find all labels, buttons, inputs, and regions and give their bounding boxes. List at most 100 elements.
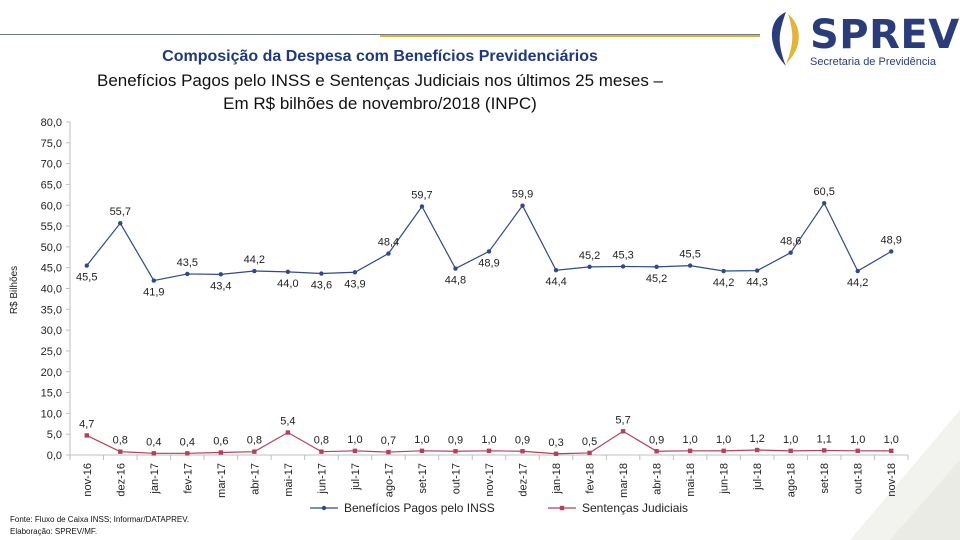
x-tick-label: mai-17 [283,463,295,497]
data-point [654,264,659,270]
y-tick-label: 65,0 [41,179,62,191]
data-point [118,220,123,226]
data-label: 41,9 [143,287,164,299]
data-point [520,203,525,208]
x-tick-label: jun-17 [316,463,328,495]
data-label: 48,4 [378,237,399,249]
data-label: 48,9 [478,257,499,269]
corner-decoration [850,410,960,540]
data-label: 43,9 [344,278,365,290]
legend-label: Benefícios Pagos pelo INSS [344,501,495,515]
data-label: 0,9 [649,434,664,446]
x-tick-label: abr-17 [249,463,261,495]
y-tick-label: 30,0 [41,325,62,337]
data-label: 43,5 [177,257,198,269]
x-tick-label: set-17 [417,463,429,494]
data-label: 44,2 [847,277,868,289]
data-label: 1,1 [817,433,832,445]
sprev-logo-icon [771,12,799,66]
data-point [352,448,358,454]
x-tick-label: nov-18 [886,463,898,497]
data-label: 48,6 [780,236,801,248]
data-label: 1,0 [716,434,731,446]
data-label: 1,0 [481,434,496,446]
data-label: 45,2 [646,273,667,285]
data-label: 45,5 [679,249,700,261]
data-label: 0,5 [582,436,597,448]
data-point [889,448,894,454]
y-tick-label: 25,0 [41,346,62,358]
data-point [687,448,693,454]
x-tick-label: out-17 [450,463,462,494]
data-label: 45,3 [612,249,633,261]
data-point [84,433,89,438]
x-tick-label: mai-18 [685,463,697,497]
data-point [822,200,827,206]
data-point [553,267,559,273]
data-point [822,448,827,453]
data-point [587,450,592,456]
data-point [889,249,894,254]
series-sentencas: 4,7 0,8 0,4 0,4 0,6 0,8 5,4 0,8 1,0 0,7 1,0 0,9 1,0 0… [79,414,899,456]
data-label: 45,5 [76,272,97,284]
data-label: 0,3 [548,437,563,449]
y-tick-label: 40,0 [41,284,62,296]
x-tick-label: fev-17 [182,463,194,494]
data-label: 44,2 [244,254,265,266]
y-tick-label: 45,0 [41,263,62,275]
data-label: 0,8 [113,435,128,447]
data-point [151,451,156,456]
data-point [352,270,358,275]
chart-axes: 0,0 5,0 10,0 15,0 20,0 25,0 30,0 35,0 40,0 45,0 50… [9,117,909,498]
data-point [185,451,190,456]
data-label: 0,6 [213,436,228,448]
x-tick-label: ago-18 [786,463,798,497]
x-tick-label: dez-16 [115,463,127,497]
data-label: 1,0 [884,434,899,446]
legend-item: Sentenças Judiciais [548,501,688,515]
header-accent-rule [380,35,760,37]
sprev-logo: SPREV Secretaria de Previdência [762,6,960,70]
data-point [721,448,726,454]
data-label: 0,8 [247,435,262,447]
data-point [84,263,89,268]
data-label: 44,4 [545,276,566,288]
data-point [520,449,525,454]
data-point [654,449,659,454]
data-point [386,449,391,455]
data-point [587,264,592,270]
x-tick-label: jul-18 [752,463,764,491]
y-tick-label: 70,0 [41,159,62,171]
data-point [386,251,391,256]
logo-wordmark: SPREV [810,12,960,58]
y-tick-label: 10,0 [41,408,62,420]
data-label: 1,0 [414,434,429,446]
data-point [687,263,693,268]
data-point [151,278,156,283]
data-point [319,271,324,276]
data-point [118,449,123,454]
data-label: 1,2 [750,433,765,445]
data-label: 0,9 [515,434,530,446]
x-tick-label: mar-18 [618,463,630,498]
data-point [419,448,425,454]
data-point [419,204,425,209]
data-point [855,268,860,274]
x-tick-label: jul-17 [350,463,362,491]
x-tick-label: out-18 [853,463,865,494]
data-label: 48,9 [881,234,902,246]
data-label: 60,5 [813,186,834,198]
logo-subtitle: Secretaria de Previdência [810,56,936,68]
data-label: 4,7 [79,418,94,430]
data-label: 5,7 [615,414,630,426]
data-point [721,268,726,274]
data-label: 55,7 [110,206,131,218]
data-label: 44,3 [746,277,767,289]
data-point [788,250,793,255]
data-point [252,268,257,274]
data-label: 0,7 [381,435,396,447]
data-point [754,447,760,453]
x-tick-label: ago-17 [383,463,395,497]
legend-label: Sentenças Judiciais [582,501,688,515]
data-label: 45,2 [579,250,600,262]
